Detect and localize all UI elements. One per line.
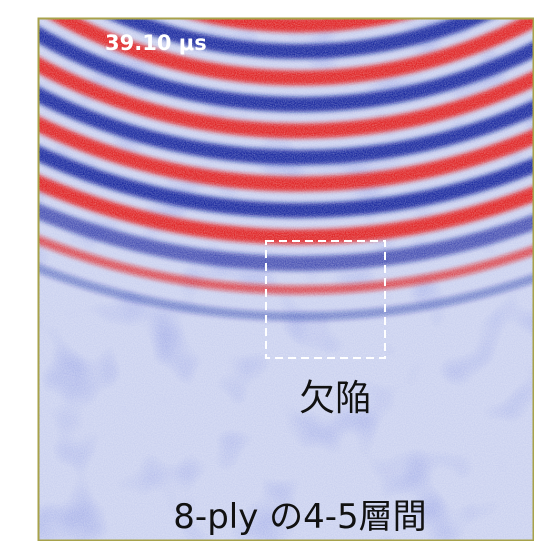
- wavefield-image: 39.10 μs 欠陥 8-ply の4-5層間: [0, 0, 534, 541]
- caption: 8-ply の4-5層間: [173, 497, 426, 537]
- timestamp: 39.10 μs: [105, 31, 207, 55]
- defect-label: 欠陥: [299, 378, 371, 419]
- speckle: [38, 18, 534, 541]
